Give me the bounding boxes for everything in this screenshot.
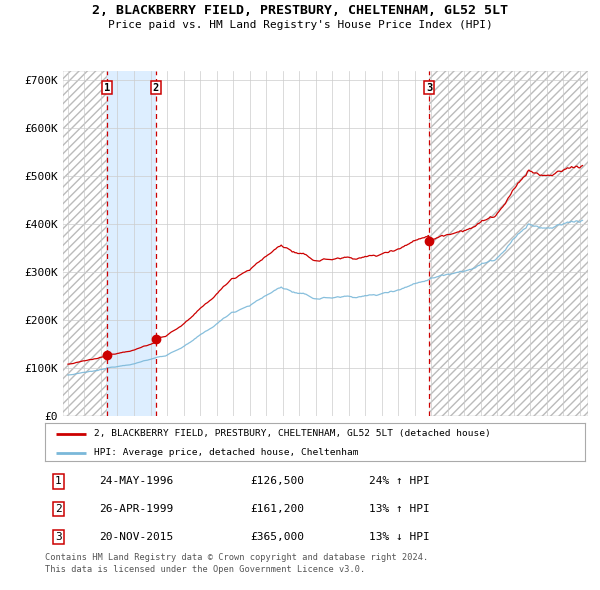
- Text: 1: 1: [55, 477, 62, 486]
- Text: £126,500: £126,500: [250, 477, 304, 486]
- Text: 13% ↓ HPI: 13% ↓ HPI: [369, 532, 430, 542]
- Text: 24-MAY-1996: 24-MAY-1996: [99, 477, 173, 486]
- Text: HPI: Average price, detached house, Cheltenham: HPI: Average price, detached house, Chel…: [94, 448, 358, 457]
- Text: 20-NOV-2015: 20-NOV-2015: [99, 532, 173, 542]
- Text: This data is licensed under the Open Government Licence v3.0.: This data is licensed under the Open Gov…: [45, 565, 365, 574]
- Bar: [107, 71, 156, 416]
- Text: 13% ↑ HPI: 13% ↑ HPI: [369, 504, 430, 514]
- Text: £365,000: £365,000: [250, 532, 304, 542]
- Text: 24% ↑ HPI: 24% ↑ HPI: [369, 477, 430, 486]
- Text: 2: 2: [152, 83, 159, 93]
- Text: 3: 3: [426, 83, 433, 93]
- Text: 2: 2: [55, 504, 62, 514]
- Text: 2, BLACKBERRY FIELD, PRESTBURY, CHELTENHAM, GL52 5LT: 2, BLACKBERRY FIELD, PRESTBURY, CHELTENH…: [92, 4, 508, 17]
- Text: £161,200: £161,200: [250, 504, 304, 514]
- Text: Price paid vs. HM Land Registry's House Price Index (HPI): Price paid vs. HM Land Registry's House …: [107, 20, 493, 30]
- Text: 26-APR-1999: 26-APR-1999: [99, 504, 173, 514]
- Text: 2, BLACKBERRY FIELD, PRESTBURY, CHELTENHAM, GL52 5LT (detached house): 2, BLACKBERRY FIELD, PRESTBURY, CHELTENH…: [94, 430, 490, 438]
- Text: 3: 3: [55, 532, 62, 542]
- Text: Contains HM Land Registry data © Crown copyright and database right 2024.: Contains HM Land Registry data © Crown c…: [45, 553, 428, 562]
- Text: 1: 1: [104, 83, 110, 93]
